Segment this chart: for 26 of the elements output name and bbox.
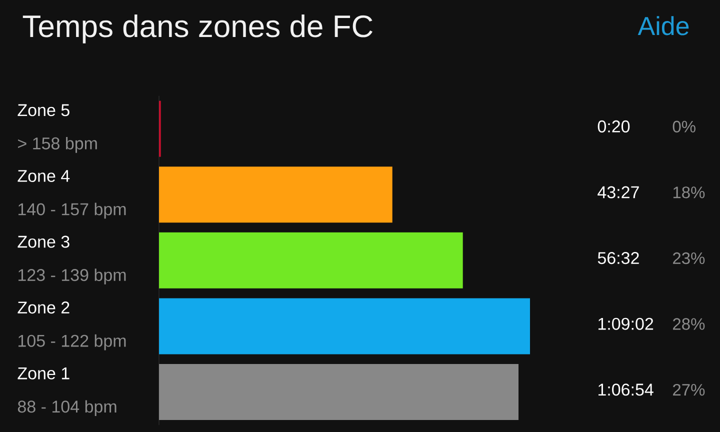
- text: Aide: [638, 16, 689, 36]
- text: 27%: [673, 384, 705, 396]
- text: > 158 bpm: [18, 136, 97, 153]
- text: 105 - 122 bpm: [18, 334, 126, 350]
- bar: [159, 166, 392, 223]
- text: 0:20: [598, 120, 630, 132]
- text: 18%: [673, 186, 705, 198]
- text: 1:09:02: [598, 318, 654, 330]
- text: 140 - 157 bpm: [18, 202, 126, 219]
- text: 28%: [673, 318, 705, 330]
- bar: [159, 364, 518, 420]
- text: 43:27: [598, 186, 639, 198]
- y-tick-label: Zone 5: [18, 104, 70, 116]
- text: 0%: [672, 120, 696, 132]
- text: 88 - 104 bpm: [18, 400, 116, 416]
- y-tick-label: Zone 1: [18, 368, 70, 380]
- text: 56:32: [598, 252, 639, 264]
- bar: [159, 298, 530, 354]
- text: 23%: [673, 252, 705, 264]
- bar: [159, 232, 463, 288]
- chart-title: Temps dans zones de FC: [22, 14, 372, 44]
- text: 123 - 139 bpm: [18, 268, 126, 284]
- y-tick-label: Zone 3: [18, 236, 70, 248]
- y-tick-label: Zone 2: [18, 302, 70, 314]
- y-tick-label: Zone 4: [18, 170, 70, 182]
- text: 1:06:54: [598, 384, 654, 396]
